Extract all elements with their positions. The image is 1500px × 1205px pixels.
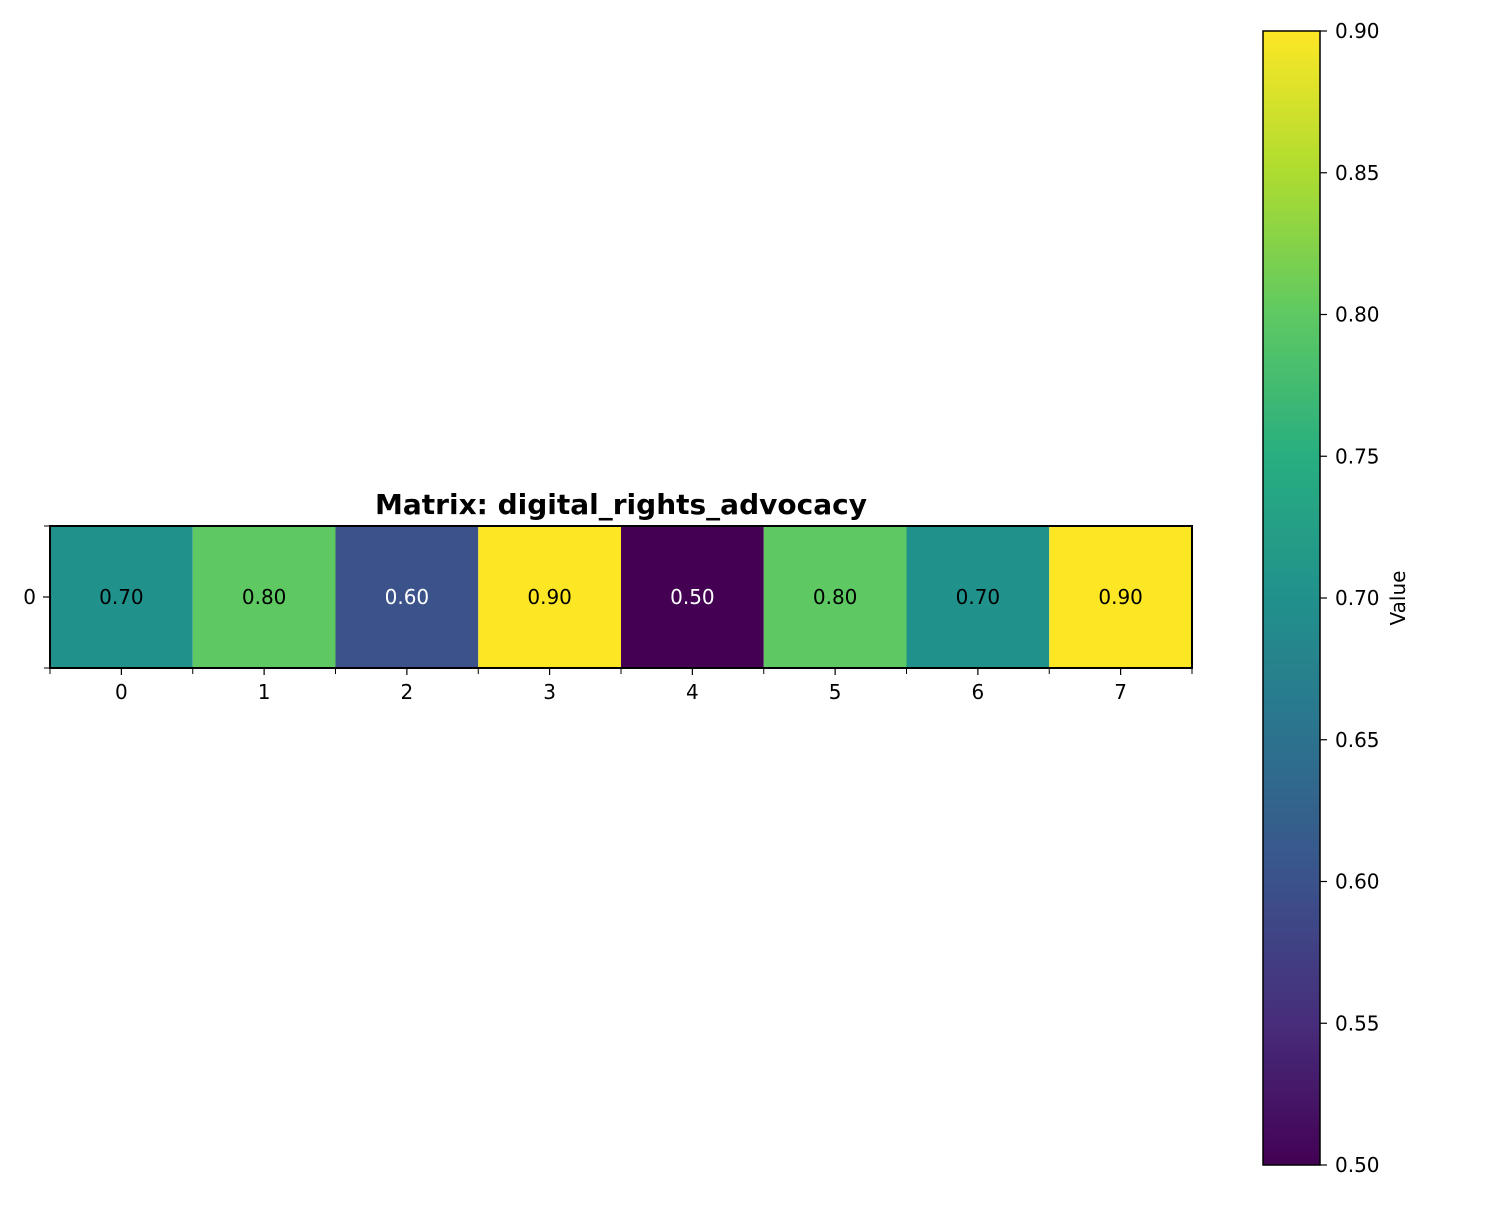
colorbar-tick-label: 0.80 <box>1335 303 1380 327</box>
x-tick-label: 4 <box>686 680 699 704</box>
colorbar-tick-label: 0.90 <box>1335 19 1380 43</box>
colorbar-tick-label: 0.65 <box>1335 728 1380 752</box>
x-tick-label: 2 <box>401 680 414 704</box>
heatmap-cell <box>478 526 621 668</box>
colorbar-tick-label: 0.60 <box>1335 870 1380 894</box>
colorbar-tick-label: 0.85 <box>1335 161 1380 185</box>
heatmap-axes: 0 1 2 3 4 5 6 7 0 <box>23 525 1193 704</box>
cell-value-label: 0.90 <box>1098 585 1143 609</box>
x-tick-label: 1 <box>258 680 271 704</box>
colorbar-tick-label: 0.55 <box>1335 1011 1380 1035</box>
heatmap-cell <box>192 526 336 668</box>
y-tick-label: 0 <box>23 585 36 609</box>
colorbar-tick-label: 0.75 <box>1335 444 1380 468</box>
colorbar-tick-label: 0.50 <box>1335 1153 1380 1177</box>
cell-value-label: 0.60 <box>385 585 430 609</box>
colorbar-gradient <box>1263 31 1320 1165</box>
x-tick-label: 3 <box>543 680 556 704</box>
x-tick-label: 0 <box>115 680 128 704</box>
cell-value-label: 0.70 <box>956 585 1001 609</box>
colorbar-label: Value <box>1386 571 1410 626</box>
heatmap-cell <box>621 526 764 668</box>
chart-title: Matrix: digital_rights_advocacy <box>375 488 867 521</box>
heatmap-cell <box>335 526 479 668</box>
cell-value-label: 0.80 <box>242 585 287 609</box>
heatmap-cell <box>763 526 907 668</box>
colorbar-tick-label: 0.70 <box>1335 586 1380 610</box>
x-tick-label: 6 <box>972 680 985 704</box>
x-tick-label: 7 <box>1114 680 1127 704</box>
x-tick-label: 5 <box>829 680 842 704</box>
cell-value-label: 0.50 <box>670 585 715 609</box>
cell-value-label: 0.70 <box>99 585 144 609</box>
colorbar: 0.50 0.55 0.60 0.65 0.70 0.75 0.80 0.85 0.90 Valu… <box>1262 19 1410 1177</box>
heatmap-cell <box>50 526 193 668</box>
heatmap-cell <box>1049 526 1192 668</box>
heatmap-cells: 0.70 0.80 0.60 0.90 0.50 0.80 0.70 0.90 <box>50 526 1192 668</box>
cell-value-label: 0.90 <box>527 585 572 609</box>
cell-value-label: 0.80 <box>813 585 858 609</box>
heatmap-cell <box>906 526 1050 668</box>
